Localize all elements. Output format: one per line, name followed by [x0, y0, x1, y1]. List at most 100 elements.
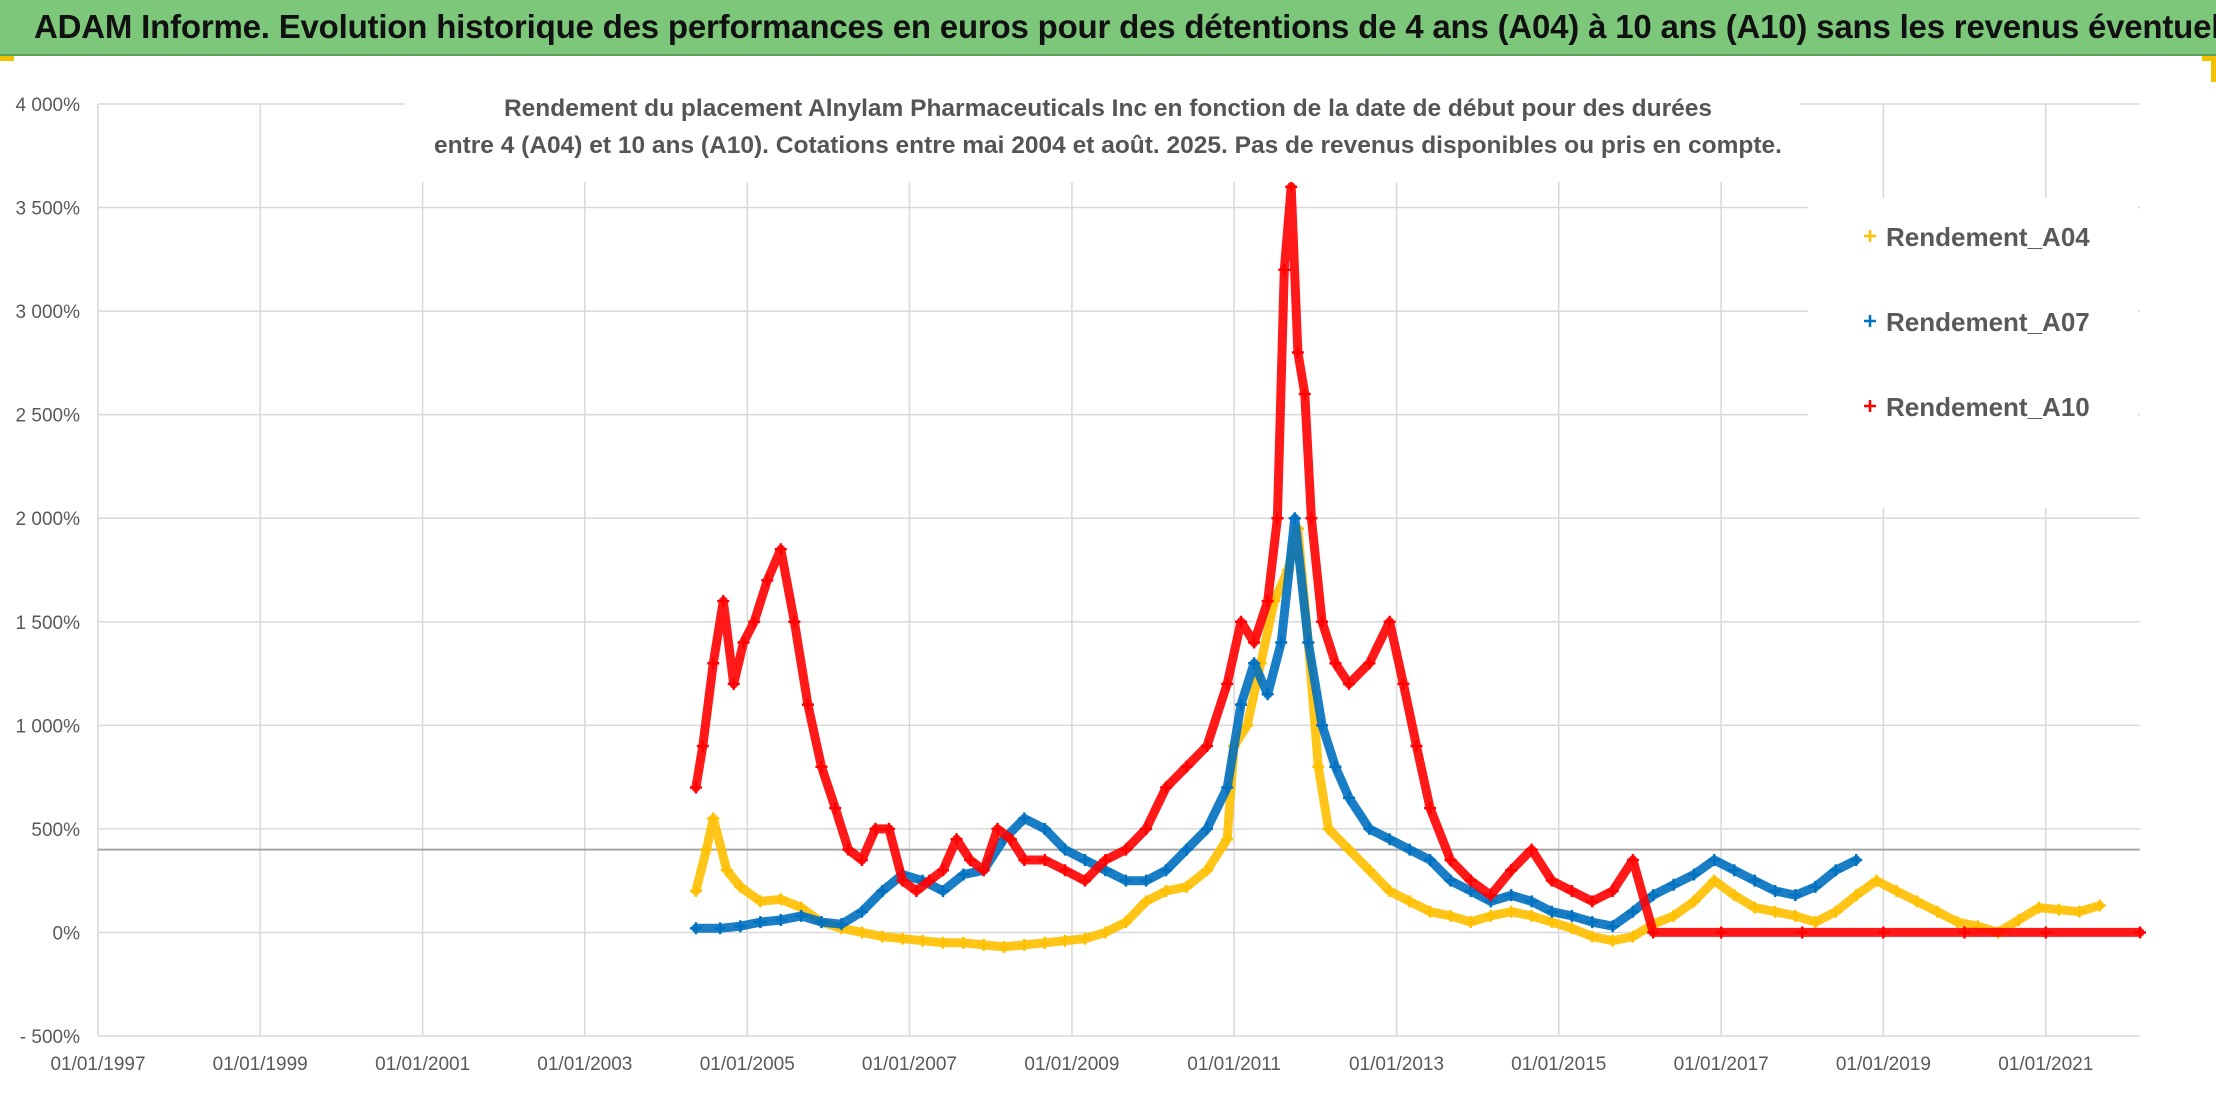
data-point [1789, 909, 1802, 922]
data-point [1038, 822, 1051, 835]
data-point [815, 916, 828, 929]
data-point [1606, 885, 1619, 898]
data-point [1018, 938, 1031, 951]
data-point [1119, 843, 1132, 856]
y-tick-label: - 500% [20, 1027, 80, 1048]
data-point [1525, 843, 1538, 856]
data-point [1951, 916, 1964, 929]
y-tick-label: 0% [53, 923, 81, 944]
data-point [1403, 895, 1416, 908]
data-point [1870, 874, 1883, 887]
data-point [1464, 916, 1477, 929]
legend-label: Rendement_A07 [1886, 307, 2090, 337]
y-tick-label: 3 500% [16, 199, 81, 220]
data-point [1586, 916, 1599, 929]
data-point [1316, 615, 1329, 628]
data-point [1119, 874, 1132, 887]
data-point [1221, 833, 1234, 846]
data-point [774, 543, 787, 556]
data-point [923, 874, 936, 887]
data-point [876, 885, 889, 898]
data-point [1484, 909, 1497, 922]
data-point [977, 938, 990, 951]
data-point [1312, 760, 1325, 773]
x-tick-label: 01/01/2001 [375, 1054, 470, 1075]
data-point [1275, 636, 1288, 649]
data-point [1305, 512, 1318, 525]
data-point [737, 636, 750, 649]
data-point [1316, 719, 1329, 732]
data-point [1342, 677, 1355, 690]
data-point [1342, 791, 1355, 804]
data-point [1769, 905, 1782, 918]
chart-title-background [405, 84, 1800, 182]
data-point [1877, 926, 1890, 939]
x-tick-label: 01/01/2005 [700, 1054, 795, 1075]
data-point [1234, 615, 1247, 628]
chart-area: - 500% 0% 500% 1 000% 1 500% 2 000% 2 500% 3 00… [0, 58, 2216, 1102]
data-point [815, 760, 828, 773]
data-point [937, 936, 950, 949]
data-point [2052, 903, 2065, 916]
data-point [1079, 874, 1091, 887]
data-point [937, 864, 950, 877]
data-point [1200, 740, 1213, 753]
data-point [1769, 885, 1782, 898]
data-point [1234, 698, 1247, 711]
data-point [937, 885, 950, 898]
data-point [1809, 880, 1822, 893]
data-point [689, 885, 702, 898]
data-point [2039, 926, 2052, 939]
data-point [1565, 909, 1578, 922]
data-point [1079, 932, 1091, 945]
y-tick-label: 4 000% [16, 95, 81, 116]
data-point [2093, 899, 2106, 912]
data-point [1383, 885, 1396, 898]
data-point [1565, 922, 1578, 935]
x-tick-label: 01/01/1999 [213, 1054, 308, 1075]
series-line-rendement_a04 [691, 524, 2105, 952]
data-point [1647, 889, 1660, 902]
data-point [717, 595, 730, 608]
data-point [1606, 920, 1619, 933]
data-point [1038, 936, 1051, 949]
data-point [1271, 512, 1284, 525]
corner-decoration-right [2202, 56, 2216, 61]
data-point [2134, 926, 2146, 939]
data-point [1444, 909, 1457, 922]
data-point [964, 853, 977, 866]
data-point [1140, 874, 1153, 887]
data-point [977, 864, 990, 877]
data-point [689, 922, 702, 935]
data-point [1038, 853, 1051, 866]
data-point [1958, 926, 1971, 939]
data-point [1302, 636, 1315, 649]
data-point [1829, 864, 1842, 877]
data-point [855, 853, 868, 866]
chart-title-group: Rendement du placement Alnylam Pharmaceu… [405, 84, 1800, 182]
data-point [1221, 677, 1234, 690]
data-point [1647, 926, 1660, 939]
data-point [1728, 864, 1741, 877]
data-point [1140, 895, 1153, 908]
data-point [689, 781, 702, 794]
data-point [700, 843, 713, 856]
data-point [1688, 895, 1701, 908]
data-point [1322, 822, 1335, 835]
data-point [774, 914, 787, 927]
data-point [1241, 719, 1254, 732]
data-point [1545, 905, 1558, 918]
data-point [1931, 905, 1944, 918]
legend: Rendement_A04 Rendement_A07 Rendement_A10 [1808, 198, 2138, 508]
data-point [1261, 595, 1274, 608]
data-point [1180, 843, 1193, 856]
data-point [1397, 677, 1410, 690]
data-point [761, 574, 774, 587]
data-point [1505, 864, 1518, 877]
data-point [997, 940, 1010, 953]
corner-decoration-left [0, 56, 14, 61]
data-point [1383, 615, 1396, 628]
data-point [696, 740, 709, 753]
data-point [1464, 874, 1477, 887]
legend-marker [1864, 400, 1876, 412]
